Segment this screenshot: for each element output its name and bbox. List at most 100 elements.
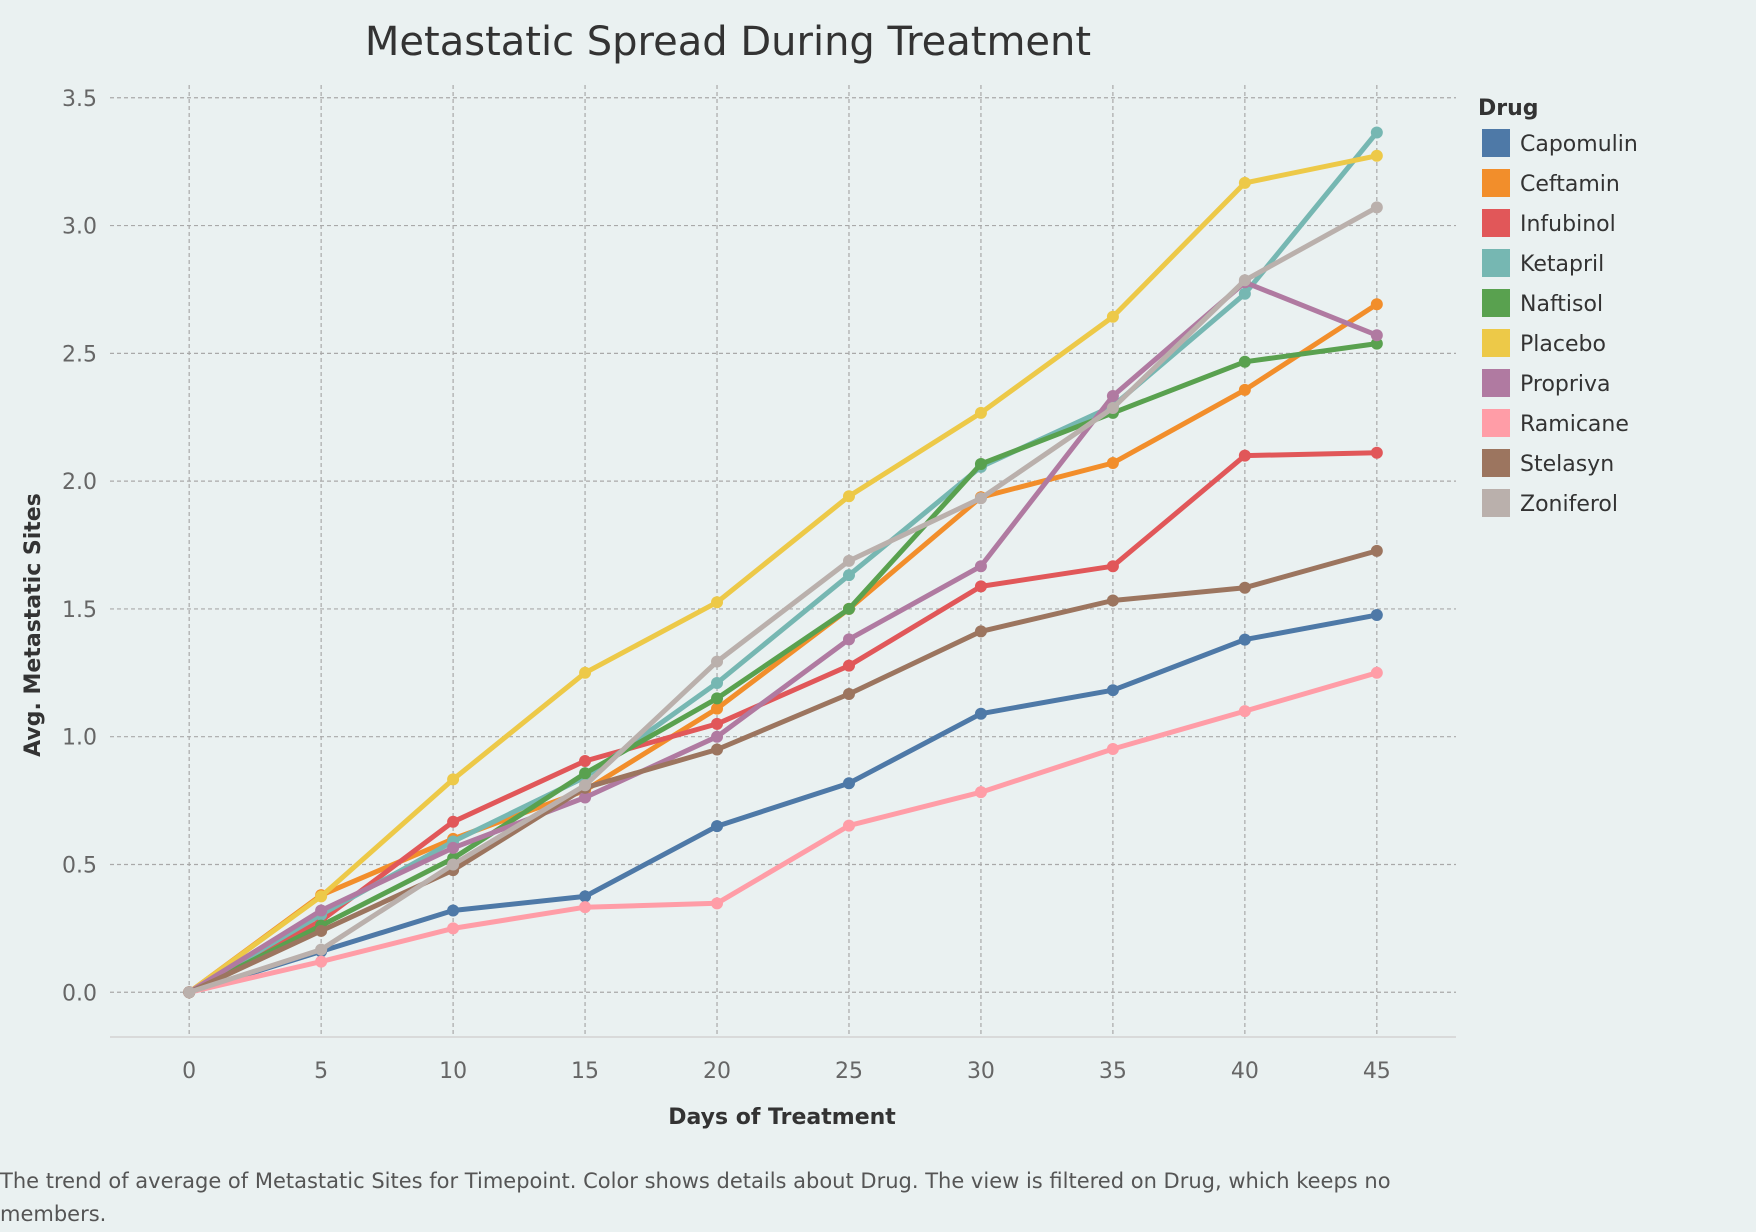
data-point (842, 777, 855, 790)
series-line-zoniferol (186, 204, 1380, 995)
data-point (1370, 666, 1383, 679)
y-tick-label: 1.5 (62, 598, 97, 623)
legend-swatch (1482, 369, 1510, 397)
legend-swatch (1482, 409, 1510, 437)
gridlines (110, 85, 1456, 1037)
data-point (1238, 705, 1251, 718)
data-point (315, 943, 328, 956)
legend-label: Capomulin (1520, 132, 1638, 157)
data-point (1238, 449, 1251, 462)
data-point (711, 820, 724, 833)
y-tick-label: 0.0 (62, 981, 97, 1006)
data-point (579, 890, 592, 903)
series-zoniferol (183, 201, 1383, 999)
data-point (711, 717, 724, 730)
data-point (842, 602, 855, 615)
data-point (447, 841, 460, 854)
data-point (974, 560, 987, 573)
x-tick-label: 0 (182, 1059, 196, 1084)
legend-label: Zoniferol (1520, 492, 1618, 517)
data-point (842, 688, 855, 701)
x-tick-label: 40 (1231, 1059, 1259, 1084)
data-point (711, 655, 724, 668)
data-point (1370, 126, 1383, 139)
data-point (1370, 329, 1383, 342)
data-point (711, 897, 724, 910)
data-point (974, 707, 987, 720)
data-point (842, 569, 855, 582)
legend-label: Ramicane (1520, 412, 1629, 437)
legend-swatch (1482, 329, 1510, 357)
data-point (1106, 456, 1119, 469)
data-point (1106, 594, 1119, 607)
data-point (1238, 355, 1251, 368)
y-tick-label: 0.5 (62, 853, 97, 878)
legend-swatch (1482, 129, 1510, 157)
data-point (1370, 298, 1383, 311)
data-point (1238, 287, 1251, 300)
data-point (1370, 337, 1383, 350)
data-point (1106, 742, 1119, 755)
data-point (974, 458, 987, 471)
legend-label: Ceftamin (1520, 172, 1620, 197)
data-point (711, 702, 724, 715)
data-point (579, 754, 592, 767)
data-point (711, 596, 724, 609)
data-point (1106, 560, 1119, 573)
data-point (711, 692, 724, 705)
y-tick-label: 3.0 (62, 215, 97, 240)
series-propriva (183, 276, 1383, 999)
data-point (842, 633, 855, 646)
legend-label: Infubinol (1520, 212, 1616, 237)
x-tick-label: 20 (703, 1059, 731, 1084)
x-tick-label: 25 (835, 1059, 863, 1084)
series-line-ramicane (186, 670, 1380, 995)
legend-title: Drug (1478, 96, 1539, 121)
legend-swatch (1482, 449, 1510, 477)
series-line-propriva (186, 279, 1380, 995)
series-line-naftisol (186, 341, 1380, 995)
data-point (1238, 383, 1251, 396)
data-point (974, 492, 987, 505)
data-point (1370, 149, 1383, 162)
series-line-stelasyn (186, 548, 1380, 995)
data-point (1106, 402, 1119, 415)
series-ramicane (183, 666, 1383, 999)
data-point (183, 986, 196, 999)
data-point (1238, 581, 1251, 594)
data-point (447, 773, 460, 786)
data-point (842, 659, 855, 672)
x-axis-label: Days of Treatment (668, 1105, 896, 1130)
data-point (1370, 201, 1383, 214)
data-point (711, 743, 724, 756)
legend-label: Stelasyn (1520, 452, 1614, 477)
legend-swatch (1482, 209, 1510, 237)
data-point (711, 730, 724, 743)
x-tick-label: 30 (967, 1059, 995, 1084)
data-point (842, 490, 855, 503)
data-point (447, 815, 460, 828)
series-ketapril (183, 126, 1383, 999)
data-point (579, 901, 592, 914)
data-point (579, 767, 592, 780)
data-point (842, 554, 855, 567)
x-tick-label: 10 (439, 1059, 467, 1084)
series-line-placebo (186, 153, 1380, 995)
data-point (1106, 390, 1119, 403)
x-tick-label: 35 (1099, 1059, 1127, 1084)
legend-swatch (1482, 249, 1510, 277)
series-placebo (183, 149, 1383, 999)
data-point (974, 580, 987, 593)
series-line-ceftamin (186, 301, 1380, 995)
series-capomulin (183, 609, 1383, 999)
data-point (1238, 274, 1251, 287)
x-tick-label: 15 (571, 1059, 599, 1084)
x-tick-label: 45 (1363, 1059, 1391, 1084)
data-point (974, 625, 987, 638)
legend-label: Placebo (1520, 332, 1606, 357)
legend: Drug Capomulin Ceftamin Infubinol Ketapril N… (1478, 96, 1638, 517)
chart-caption: The trend of average of Metastatic Sites… (0, 1169, 1391, 1226)
data-point (579, 779, 592, 792)
y-tick-label: 3.5 (62, 87, 97, 112)
